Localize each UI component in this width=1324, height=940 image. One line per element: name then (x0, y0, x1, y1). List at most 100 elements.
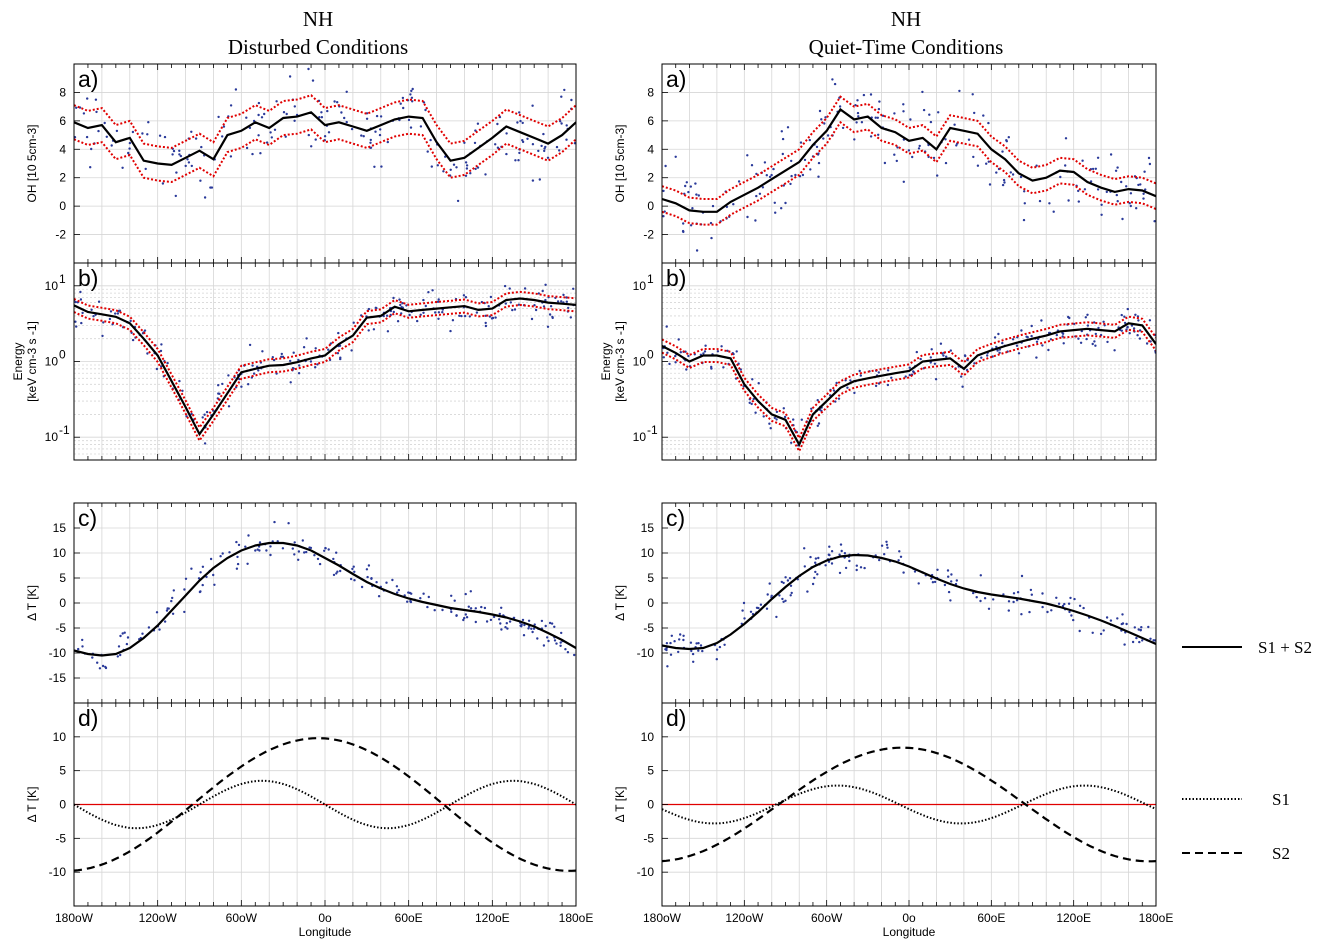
data-point (247, 383, 250, 386)
data-point (491, 316, 495, 320)
data-point (1144, 188, 1147, 191)
y-tick-label: 8 (59, 85, 66, 99)
data-point (1094, 167, 1098, 170)
data-point (741, 609, 744, 612)
data-point (1139, 629, 1142, 632)
data-point (155, 611, 159, 614)
data-point (323, 135, 327, 138)
data-point (664, 648, 667, 651)
data-point (878, 100, 881, 103)
data-point (780, 130, 783, 133)
data-point (958, 89, 961, 93)
data-point (166, 361, 169, 365)
data-point (788, 577, 792, 580)
y-tick-label: -15 (49, 671, 67, 685)
data-point (410, 89, 413, 93)
data-point (221, 135, 224, 138)
data-point (1136, 334, 1139, 337)
s2-line (74, 737, 576, 872)
data-point (1105, 616, 1109, 619)
data-point (755, 194, 758, 198)
x-tick-label: 180oW (643, 911, 682, 925)
data-point (373, 165, 376, 168)
x-tick-label: 0o (902, 911, 916, 925)
data-point (1133, 626, 1137, 629)
data-point (877, 133, 880, 136)
data-point (424, 304, 427, 308)
data-point (1091, 631, 1094, 634)
data-point (781, 152, 784, 156)
data-point (830, 550, 834, 553)
data-point (313, 554, 316, 557)
y-tick-label: 0 (59, 798, 66, 812)
data-point (818, 109, 822, 113)
data-point (816, 424, 819, 427)
data-point (828, 545, 831, 548)
data-point (1077, 337, 1080, 340)
data-point (855, 564, 858, 567)
data-point (335, 572, 338, 575)
data-point (362, 135, 365, 138)
data-point (1120, 180, 1123, 184)
plot-area (662, 307, 1156, 454)
data-point (400, 312, 403, 315)
data-point (803, 547, 806, 550)
data-point (986, 354, 989, 357)
data-point (666, 665, 669, 668)
data-point (227, 374, 230, 377)
data-point (101, 664, 105, 668)
data-point (662, 356, 665, 359)
data-point (119, 634, 122, 638)
data-point (516, 121, 519, 124)
data-point (1109, 619, 1113, 622)
y-tick-label: 10 (45, 279, 59, 293)
data-point (336, 101, 339, 104)
data-point (228, 551, 231, 554)
y-tick-label: -2 (643, 228, 654, 242)
data-point (1134, 313, 1137, 316)
data-point (402, 106, 405, 110)
lower-ci-line (74, 303, 576, 443)
data-point (115, 129, 119, 133)
data-point (504, 626, 507, 629)
data-point (1091, 342, 1094, 346)
data-point (199, 571, 202, 574)
data-point (947, 575, 950, 578)
data-point (1046, 610, 1049, 614)
data-point (499, 622, 502, 625)
data-point (538, 178, 541, 181)
data-point (147, 121, 150, 124)
data-point (754, 411, 757, 414)
data-point (475, 311, 479, 314)
data-point (336, 570, 339, 573)
data-point (254, 549, 257, 552)
data-point (433, 609, 436, 612)
data-point (768, 422, 771, 425)
data-point (955, 144, 958, 147)
data-point (463, 616, 466, 620)
data-point (399, 102, 402, 105)
data-point (692, 660, 695, 663)
data-point (1077, 200, 1081, 203)
data-point (1089, 180, 1093, 183)
data-point (755, 606, 759, 609)
y-axis-label-energy-units: [keV cm-3 s -1] (613, 321, 627, 402)
data-point (143, 329, 147, 332)
data-point (518, 151, 521, 155)
data-point (489, 618, 493, 622)
data-point (1015, 599, 1019, 602)
data-point (485, 620, 489, 623)
y-axis-label-energy: Energy (11, 342, 25, 380)
data-point (770, 594, 773, 597)
data-point (476, 166, 480, 169)
data-point (790, 591, 793, 595)
data-point (1063, 602, 1066, 606)
data-point (1022, 190, 1026, 193)
data-point (450, 594, 453, 597)
data-point (813, 576, 816, 580)
data-point (275, 372, 278, 375)
data-point (508, 287, 511, 290)
data-point (474, 167, 477, 171)
data-point (163, 135, 167, 139)
data-point (553, 639, 557, 642)
